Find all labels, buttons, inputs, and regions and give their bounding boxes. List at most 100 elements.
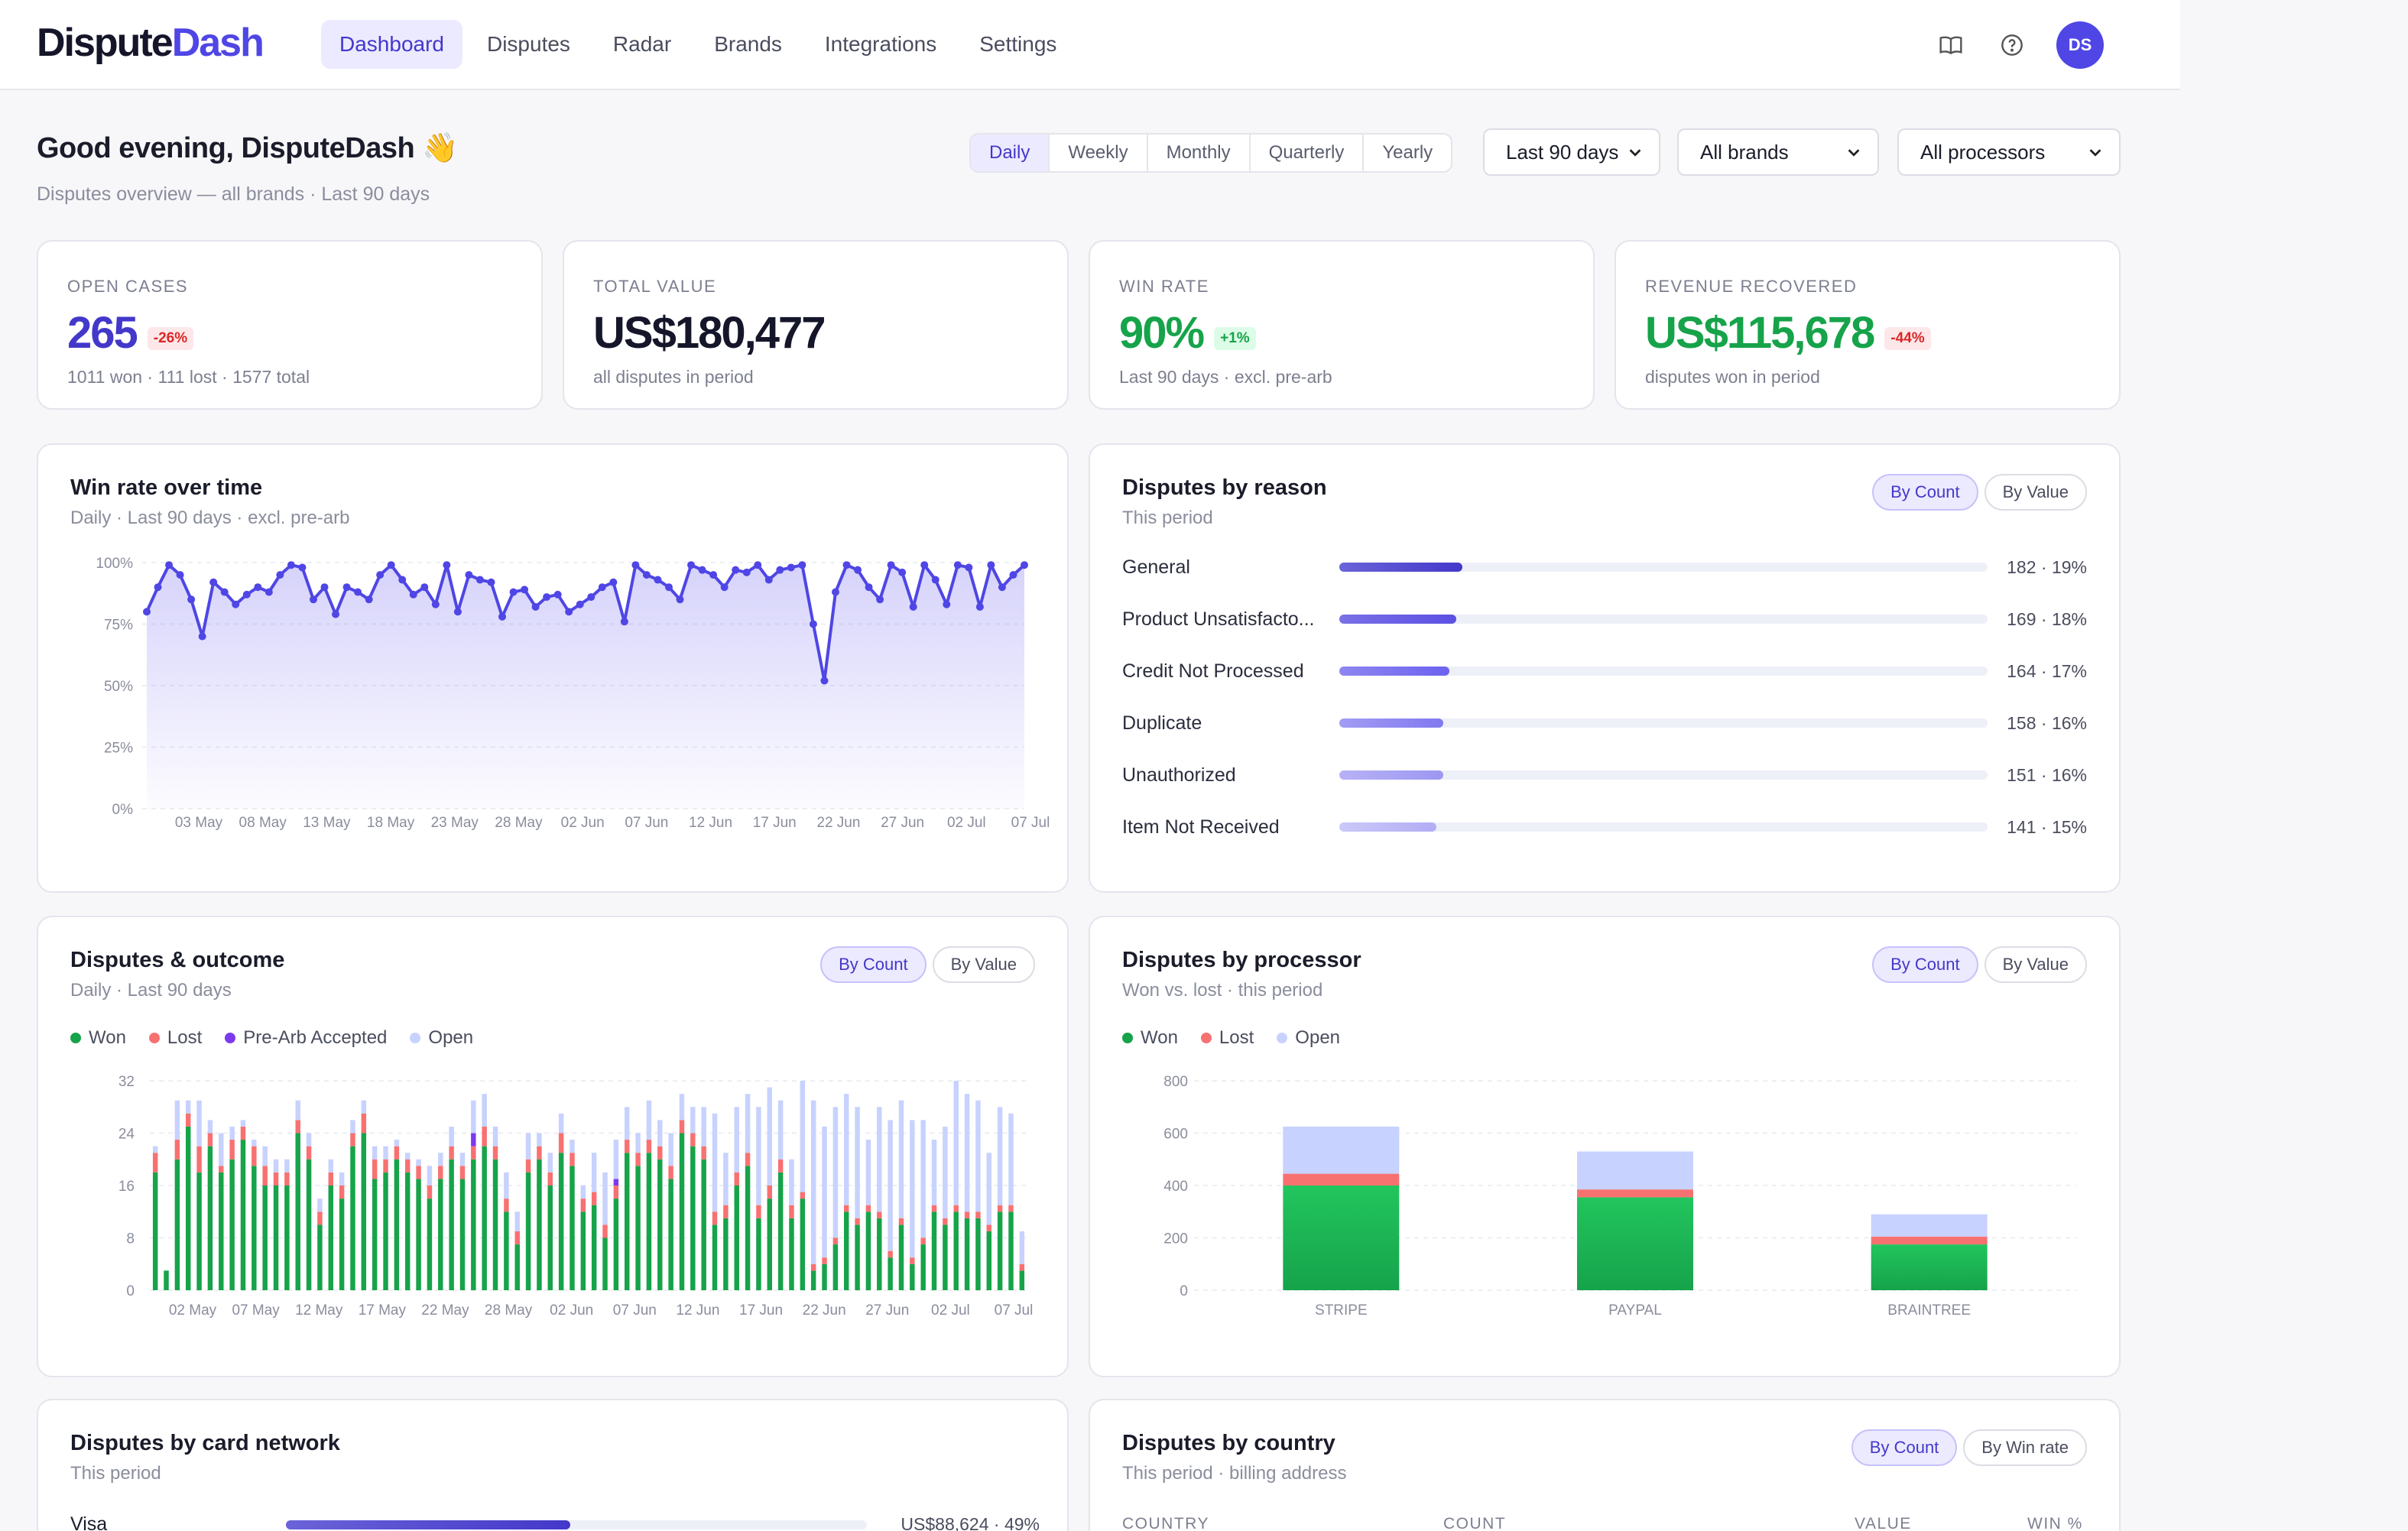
bar-lost [822,1257,827,1264]
nav-brands[interactable]: Brands [714,32,782,56]
bar-open [416,1159,421,1166]
y-tick-label: 600 [1163,1127,1188,1143]
data-point [642,571,651,579]
bar-won [152,1172,158,1290]
bar-open [306,1133,312,1147]
bar-won [1577,1197,1693,1290]
bar-lost [832,1237,839,1245]
bar-lost [459,1166,466,1179]
bar-lost [613,1186,619,1199]
bar-won [350,1146,355,1290]
kpi-label: TOTAL VALUE [593,277,717,296]
bar-open [975,1100,981,1212]
data-point [543,593,551,602]
brand-select[interactable]: All brands [1677,128,1879,176]
data-point [998,583,1006,592]
data-point [831,588,839,596]
by-count-button[interactable]: By Count [1851,1429,1958,1466]
data-point [887,561,895,569]
tab-monthly[interactable]: Monthly [1148,135,1251,171]
bar-lost [931,1205,937,1212]
tab-yearly[interactable]: Yearly [1382,142,1433,163]
by-value-button[interactable]: By Value [1984,474,2087,511]
bar-lost [372,1159,378,1179]
by-value-button[interactable]: By Value [1984,946,2087,983]
bar-open [580,1186,586,1199]
data-point [154,583,162,592]
data-point [732,566,740,574]
reason-row[interactable]: General 182 · 19% [1122,552,2087,582]
bar-won [240,1140,246,1290]
by-count-button[interactable]: By Count [1872,474,1978,511]
x-tick-label: 07 May [232,1302,280,1319]
reason-row[interactable]: Product Unsatisfacto... 169 · 18% [1122,604,2087,634]
bar-won [953,1212,959,1290]
nav-dashboard[interactable]: Dashboard [321,20,462,69]
bar-won [635,1166,641,1290]
bar-lost [756,1205,761,1218]
book-icon[interactable] [1934,28,1968,62]
card-title: Disputes by country [1122,1431,1335,1455]
chevron-down-icon [1848,149,1860,157]
tab-daily[interactable]: Daily [971,135,1050,171]
bar-lost [416,1166,421,1179]
nav-integrations[interactable]: Integrations [824,32,937,56]
bar-lost [284,1172,290,1186]
reason-label: Item Not Received [1122,816,1280,838]
bar-lost [252,1146,257,1166]
bar-open [492,1126,498,1147]
reason-row[interactable]: Duplicate 158 · 16% [1122,708,2087,738]
bar-lost [810,1263,816,1271]
nav-radar[interactable]: Radar [612,32,672,56]
bar-won [910,1263,915,1290]
by-count-button[interactable]: By Count [820,946,927,983]
data-point [931,576,940,584]
nav-settings[interactable]: Settings [979,32,1057,56]
list-item[interactable]: Visa US$88,624 · 49% [70,1513,1040,1531]
y-tick-label: 100% [96,556,133,572]
processor-select[interactable]: All processors [1897,128,2121,176]
bar-open [339,1172,345,1186]
by-win-rate-button[interactable]: By Win rate [1963,1429,2087,1466]
help-icon[interactable] [1995,28,2029,62]
data-point [1021,561,1028,569]
bar-lost [306,1146,312,1160]
y-tick-label: 25% [104,741,133,757]
x-tick-label: 22 Jun [816,815,860,831]
data-point [720,583,729,592]
nav-disputes[interactable]: Disputes [486,32,570,56]
kpi-sub: Last 90 days · excl. pre-arb [1119,367,1332,387]
data-point [687,561,696,569]
column-count[interactable]: COUNT [1443,1515,1507,1531]
by-value-button[interactable]: By Value [932,946,1035,983]
bar-won [657,1159,663,1290]
bar-open [789,1159,794,1205]
bar-lost [734,1172,739,1186]
data-point [443,561,451,569]
bar-lost [1577,1189,1693,1198]
tab-quarterly[interactable]: Quarterly [1251,135,1365,171]
win-rate-chart: 100% 75% 50% 25% 0% 03 May 08 May 13 May 18 May 2… [96,556,1050,831]
data-point [776,566,784,574]
data-point [398,576,407,584]
column-country[interactable]: COUNTRY [1122,1515,1209,1531]
column-win[interactable]: WIN % [2027,1515,2083,1531]
app-logo[interactable]: DisputeDash [37,20,264,66]
main-nav: Dashboard Disputes Radar Brands Integrat… [321,20,1075,69]
bar-lost [514,1231,520,1245]
reason-row[interactable]: Unauthorized 151 · 16% [1122,760,2087,790]
reason-row[interactable]: Credit Not Processed 164 · 17% [1122,656,2087,686]
bar-won [416,1179,421,1290]
user-avatar[interactable]: DS [2056,21,2104,69]
chevron-down-icon [1629,149,1641,157]
column-value[interactable]: VALUE [1855,1515,1912,1531]
legend-lost: Lost [148,1027,202,1049]
range-select[interactable]: Last 90 days [1483,128,1660,176]
y-tick-label: 0% [112,802,134,818]
bar-lost [580,1199,586,1212]
x-tick-label: 22 Jun [803,1302,846,1319]
reason-row[interactable]: Item Not Received 141 · 15% [1122,812,2087,842]
by-count-button[interactable]: By Count [1872,946,1978,983]
tab-weekly[interactable]: Weekly [1050,135,1148,171]
bar-lost [558,1133,564,1153]
